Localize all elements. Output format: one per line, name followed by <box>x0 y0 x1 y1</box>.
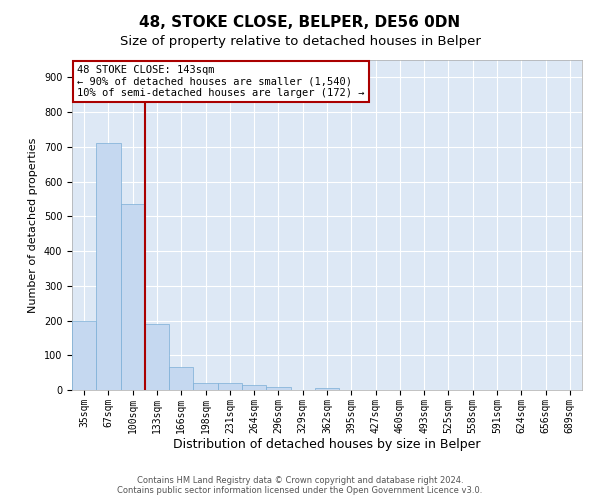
Bar <box>193 383 218 390</box>
Bar <box>315 388 339 390</box>
Text: 48, STOKE CLOSE, BELPER, DE56 0DN: 48, STOKE CLOSE, BELPER, DE56 0DN <box>139 15 461 30</box>
Bar <box>145 324 169 390</box>
X-axis label: Distribution of detached houses by size in Belper: Distribution of detached houses by size … <box>173 438 481 452</box>
Bar <box>72 320 96 390</box>
Bar <box>169 368 193 390</box>
Y-axis label: Number of detached properties: Number of detached properties <box>28 138 38 312</box>
Text: 48 STOKE CLOSE: 143sqm
← 90% of detached houses are smaller (1,540)
10% of semi-: 48 STOKE CLOSE: 143sqm ← 90% of detached… <box>77 65 365 98</box>
Bar <box>96 144 121 390</box>
Bar <box>218 383 242 390</box>
Bar <box>242 385 266 390</box>
Text: Size of property relative to detached houses in Belper: Size of property relative to detached ho… <box>119 35 481 48</box>
Bar <box>266 386 290 390</box>
Bar <box>121 204 145 390</box>
Text: Contains HM Land Registry data © Crown copyright and database right 2024.
Contai: Contains HM Land Registry data © Crown c… <box>118 476 482 495</box>
